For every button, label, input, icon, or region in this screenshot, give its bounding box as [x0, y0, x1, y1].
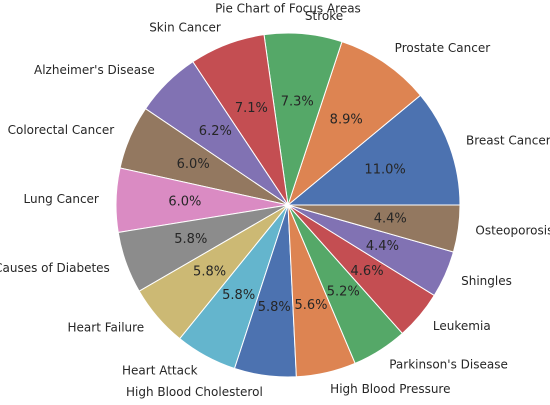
slice-label: Heart Failure: [68, 320, 145, 334]
slice-percent: 7.1%: [235, 101, 268, 116]
slice-label: Colorectal Cancer: [8, 123, 115, 137]
slice-percent: 6.0%: [168, 195, 201, 210]
slice-percent: 8.9%: [330, 112, 363, 127]
slice-label: Breast Cancer: [466, 133, 550, 147]
slice-label: Lung Cancer: [24, 192, 99, 206]
slice-percent: 5.8%: [193, 265, 226, 280]
slice-label: Parkinson's Disease: [389, 357, 508, 371]
slice-label: Osteoporosis: [475, 224, 550, 238]
pie-slice: [286, 41, 422, 207]
slice-percent: 6.0%: [177, 157, 210, 172]
slice-percent: 5.8%: [174, 232, 207, 247]
slice-label: Heart Attack: [122, 364, 198, 378]
slice-percent: 6.2%: [199, 124, 232, 139]
slice-percent: 5.8%: [222, 288, 255, 303]
slice-percent: 5.6%: [294, 298, 327, 313]
slice-label: Skin Cancer: [149, 21, 221, 35]
pie-slice: [287, 204, 461, 253]
pie-slice: [286, 94, 461, 206]
slice-percent: 11.0%: [364, 163, 405, 178]
slice-percent: 7.3%: [281, 95, 314, 110]
slice-percent: 4.6%: [351, 264, 384, 279]
slice-label: Prostate Cancer: [395, 41, 491, 55]
slice-percent: 4.4%: [366, 239, 399, 254]
chart-title: Pie Chart of Focus Areas: [215, 2, 361, 16]
slice-label: Shingles: [461, 274, 512, 288]
slice-label: Alzheimer's Disease: [34, 63, 155, 77]
slice-label: Causes of Diabetes: [0, 261, 110, 275]
slice-label: Leukemia: [433, 319, 491, 333]
slice-percent: 4.4%: [374, 212, 407, 227]
slice-percent: 5.2%: [327, 285, 360, 300]
slice-label: High Blood Cholesterol: [126, 385, 263, 399]
slice-label: Stroke: [305, 9, 343, 23]
slice-label: High Blood Pressure: [330, 382, 450, 396]
slice-percent: 5.8%: [258, 300, 291, 315]
